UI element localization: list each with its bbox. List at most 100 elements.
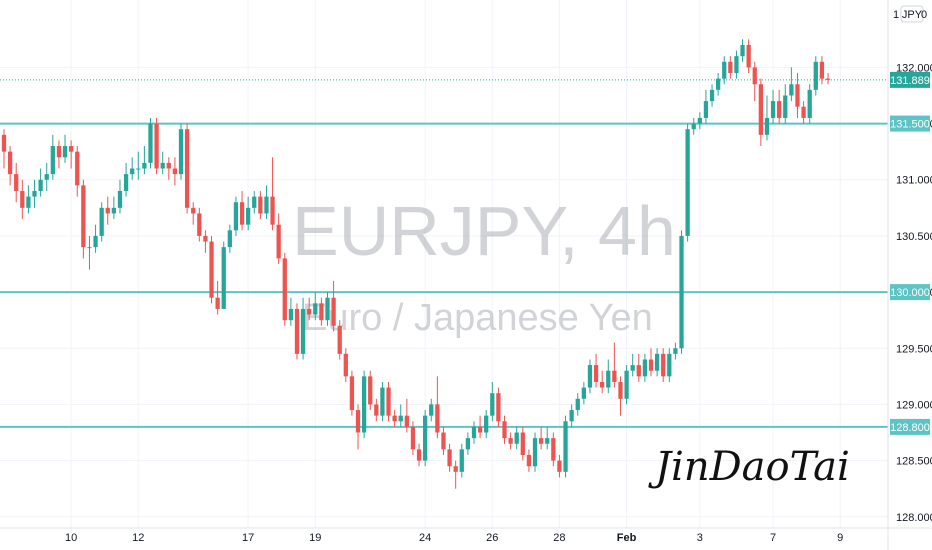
- candle-body: [386, 387, 391, 416]
- candle-body: [728, 61, 733, 74]
- current-price-tag: [890, 71, 930, 88]
- candle: [612, 342, 617, 388]
- candle-body: [673, 348, 678, 354]
- candle-body: [697, 117, 702, 124]
- candle: [246, 196, 251, 231]
- candle: [752, 61, 757, 102]
- price-axis[interactable]: 128.000 128.500 129.000 129.500 130.000 130.5…: [887, 0, 932, 550]
- candles: [1, 39, 831, 489]
- candle-body: [514, 432, 519, 444]
- candle: [624, 365, 629, 405]
- candle-body: [770, 101, 776, 118]
- candle-body: [148, 123, 153, 163]
- candle: [270, 157, 275, 231]
- candle: [361, 370, 367, 439]
- currency-badge[interactable]: JPY 1 0: [893, 5, 927, 23]
- watermark-symbol: EURJPY, 4h: [292, 192, 676, 270]
- candle: [178, 123, 184, 180]
- candle: [685, 123, 690, 242]
- time-axis[interactable]: 10 12 17 19 24 26 28 Feb 3 7 9: [0, 527, 932, 544]
- candle-body: [606, 370, 611, 388]
- candle: [233, 196, 239, 236]
- candle-body: [624, 370, 629, 399]
- candle: [69, 140, 74, 169]
- candle: [154, 117, 159, 175]
- candle: [551, 432, 556, 467]
- candle-body: [465, 438, 471, 450]
- candle: [423, 410, 428, 467]
- candle: [709, 84, 715, 107]
- candle: [484, 410, 489, 439]
- candle-body: [56, 146, 62, 158]
- candle: [441, 426, 446, 455]
- candle-body: [416, 449, 422, 461]
- candle-body: [44, 174, 49, 180]
- price-tick-label: 130.500: [896, 231, 932, 243]
- candle: [380, 381, 385, 422]
- candle-body: [709, 89, 715, 102]
- candle-body: [685, 129, 690, 236]
- candle: [349, 370, 355, 416]
- candle-body: [532, 438, 538, 467]
- candle: [276, 213, 281, 264]
- candle-body: [99, 207, 104, 236]
- candle-body: [593, 365, 599, 382]
- candle-body: [538, 438, 544, 444]
- candle-body: [600, 381, 605, 388]
- candle-body: [795, 84, 800, 107]
- candle-body: [1, 134, 7, 152]
- candle-body: [93, 235, 98, 248]
- candle: [294, 303, 300, 360]
- candle-body: [477, 426, 483, 433]
- candle: [7, 146, 13, 186]
- candle: [136, 151, 141, 180]
- candle-body: [227, 230, 232, 248]
- candle: [465, 432, 471, 455]
- candle-body: [630, 365, 635, 371]
- candle: [184, 123, 190, 214]
- candle-body: [307, 308, 312, 315]
- candle-body: [764, 117, 770, 135]
- candle: [477, 415, 483, 439]
- candle: [148, 117, 153, 169]
- candle: [545, 426, 550, 450]
- candle-body: [557, 460, 562, 472]
- time-tick-label: 12: [132, 532, 144, 544]
- candle: [557, 454, 562, 478]
- candle: [166, 157, 171, 180]
- candle-body: [325, 297, 330, 321]
- candle: [307, 297, 312, 321]
- candle: [386, 381, 391, 422]
- watermark-description: Euro / Japanese Yen: [302, 297, 653, 339]
- candle: [282, 252, 287, 326]
- candle: [343, 348, 348, 382]
- time-tick-label: 10: [65, 532, 77, 544]
- candle: [648, 348, 654, 377]
- candle-body: [38, 179, 43, 191]
- candle: [453, 460, 458, 489]
- candle-body: [288, 308, 294, 321]
- candle-body: [368, 376, 373, 405]
- candle-body: [679, 235, 684, 349]
- candle-body: [563, 421, 568, 472]
- candle-body: [81, 185, 86, 248]
- candle: [697, 112, 702, 130]
- candle: [673, 342, 678, 360]
- candle: [93, 224, 98, 253]
- candle-body: [398, 415, 403, 422]
- candle-body: [374, 404, 379, 416]
- candle-body: [496, 393, 501, 422]
- candle-body: [825, 78, 831, 80]
- candle-body: [166, 162, 171, 169]
- candle-body: [734, 56, 739, 74]
- candle-body: [252, 196, 257, 208]
- candle: [740, 39, 745, 62]
- candle-body: [136, 168, 141, 170]
- candle-body: [612, 370, 617, 382]
- candle-body: [343, 353, 348, 377]
- candle-body: [246, 207, 251, 225]
- time-tick-label: 9: [837, 532, 843, 544]
- candle-body: [807, 89, 812, 118]
- candle-body: [75, 151, 80, 186]
